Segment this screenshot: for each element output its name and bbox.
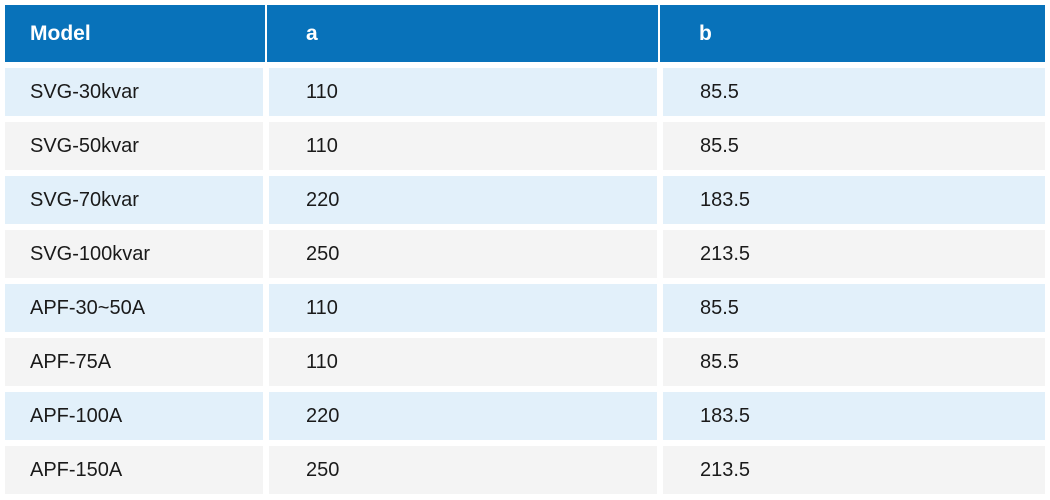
cell-b: 183.5 — [663, 392, 1045, 440]
cell-b: 213.5 — [663, 446, 1045, 494]
cell-model: SVG-100kvar — [5, 230, 263, 278]
cell-model: APF-150A — [5, 446, 263, 494]
cell-a: 110 — [269, 122, 657, 170]
table-row: SVG-50kvar 110 85.5 — [5, 122, 1045, 170]
cell-a: 110 — [269, 338, 657, 386]
cell-model: APF-30~50A — [5, 284, 263, 332]
table-row: SVG-100kvar 250 213.5 — [5, 230, 1045, 278]
table-row: APF-30~50A 110 85.5 — [5, 284, 1045, 332]
table-row: APF-150A 250 213.5 — [5, 446, 1045, 494]
table-header-row: Model a b — [5, 5, 1045, 62]
table-row: SVG-30kvar 110 85.5 — [5, 68, 1045, 116]
column-header-a: a — [267, 5, 658, 62]
cell-a: 220 — [269, 392, 657, 440]
cell-b: 213.5 — [663, 230, 1045, 278]
cell-a: 110 — [269, 284, 657, 332]
cell-model: SVG-70kvar — [5, 176, 263, 224]
cell-a: 250 — [269, 230, 657, 278]
column-header-model: Model — [5, 5, 265, 62]
table-row: APF-100A 220 183.5 — [5, 392, 1045, 440]
cell-b: 85.5 — [663, 122, 1045, 170]
cell-a: 250 — [269, 446, 657, 494]
cell-a: 220 — [269, 176, 657, 224]
table-row: SVG-70kvar 220 183.5 — [5, 176, 1045, 224]
cell-b: 183.5 — [663, 176, 1045, 224]
column-header-b: b — [660, 5, 1045, 62]
table-row: APF-75A 110 85.5 — [5, 338, 1045, 386]
cell-model: SVG-50kvar — [5, 122, 263, 170]
cell-model: APF-100A — [5, 392, 263, 440]
cell-b: 85.5 — [663, 284, 1045, 332]
cell-b: 85.5 — [663, 68, 1045, 116]
cell-model: APF-75A — [5, 338, 263, 386]
cell-model: SVG-30kvar — [5, 68, 263, 116]
cell-b: 85.5 — [663, 338, 1045, 386]
cell-a: 110 — [269, 68, 657, 116]
